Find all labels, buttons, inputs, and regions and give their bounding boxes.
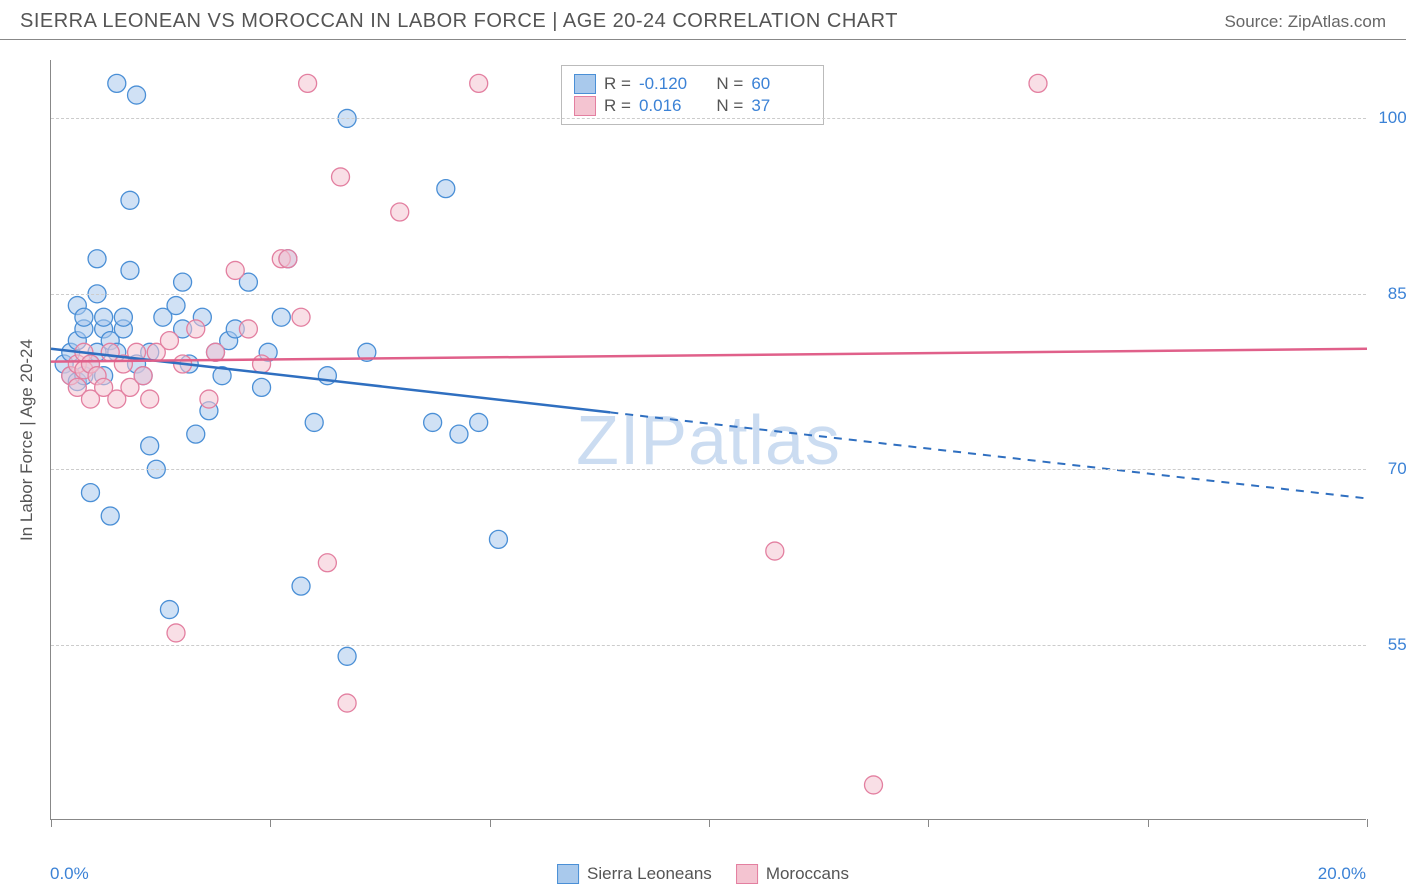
data-point xyxy=(95,308,113,326)
data-point xyxy=(134,367,152,385)
data-point xyxy=(424,413,442,431)
series-swatch xyxy=(574,74,596,94)
chart-title: SIERRA LEONEAN VS MOROCCAN IN LABOR FORC… xyxy=(20,10,898,33)
data-point xyxy=(75,308,93,326)
x-tick xyxy=(1367,819,1368,827)
chart-header: SIERRA LEONEAN VS MOROCCAN IN LABOR FORC… xyxy=(0,0,1406,40)
data-point xyxy=(141,390,159,408)
series-swatch xyxy=(574,96,596,116)
data-point xyxy=(299,74,317,92)
x-tick xyxy=(490,819,491,827)
x-tick-label-max: 20.0% xyxy=(1318,864,1366,884)
x-tick xyxy=(1148,819,1149,827)
y-axis-label: In Labor Force | Age 20-24 xyxy=(17,339,37,541)
data-point xyxy=(121,261,139,279)
x-tick xyxy=(51,819,52,827)
x-tick xyxy=(270,819,271,827)
data-point xyxy=(489,530,507,548)
data-point xyxy=(239,320,257,338)
data-point xyxy=(279,250,297,268)
stat-r-label: R = xyxy=(604,74,631,94)
data-point xyxy=(470,74,488,92)
stat-r-label: R = xyxy=(604,96,631,116)
data-point xyxy=(187,425,205,443)
data-point xyxy=(88,250,106,268)
gridline-h xyxy=(51,294,1366,295)
stat-n-value: 60 xyxy=(751,74,811,94)
gridline-h xyxy=(51,469,1366,470)
data-point xyxy=(187,320,205,338)
legend-item: Sierra Leoneans xyxy=(557,864,712,884)
data-point xyxy=(114,308,132,326)
data-point xyxy=(318,554,336,572)
data-point xyxy=(81,484,99,502)
data-point xyxy=(470,413,488,431)
data-point xyxy=(1029,74,1047,92)
data-point xyxy=(101,507,119,525)
x-tick xyxy=(928,819,929,827)
data-point xyxy=(332,168,350,186)
stat-r-value: -0.120 xyxy=(639,74,699,94)
gridline-h xyxy=(51,118,1366,119)
legend-item: Moroccans xyxy=(736,864,849,884)
data-point xyxy=(253,378,271,396)
correlation-stats-box: R = -0.120 N = 60R = 0.016 N = 37 xyxy=(561,65,824,125)
legend-label: Moroccans xyxy=(766,864,849,884)
data-point xyxy=(141,437,159,455)
stat-n-label: N = xyxy=(707,74,743,94)
chart-plot-area: In Labor Force | Age 20-24 ZIPatlas R = … xyxy=(50,60,1366,820)
data-point xyxy=(437,180,455,198)
data-point xyxy=(253,355,271,373)
y-tick-label: 70.0% xyxy=(1376,459,1406,479)
data-point xyxy=(200,390,218,408)
scatter-svg xyxy=(51,60,1366,819)
data-point xyxy=(226,261,244,279)
data-point xyxy=(338,647,356,665)
data-point xyxy=(128,86,146,104)
source-attribution: Source: ZipAtlas.com xyxy=(1224,12,1386,32)
y-tick-label: 85.0% xyxy=(1376,284,1406,304)
x-tick-label-min: 0.0% xyxy=(50,864,89,884)
trend-line-solid xyxy=(51,349,1367,362)
data-point xyxy=(305,413,323,431)
data-point xyxy=(160,601,178,619)
legend-swatch xyxy=(557,864,579,884)
data-point xyxy=(766,542,784,560)
data-point xyxy=(167,297,185,315)
data-point xyxy=(292,308,310,326)
data-point xyxy=(391,203,409,221)
y-tick-label: 55.0% xyxy=(1376,635,1406,655)
data-point xyxy=(160,332,178,350)
stats-row: R = -0.120 N = 60 xyxy=(574,74,811,94)
data-point xyxy=(108,74,126,92)
x-tick xyxy=(709,819,710,827)
data-point xyxy=(121,191,139,209)
data-point xyxy=(207,343,225,361)
data-point xyxy=(167,624,185,642)
data-point xyxy=(174,273,192,291)
data-point xyxy=(292,577,310,595)
legend-label: Sierra Leoneans xyxy=(587,864,712,884)
gridline-h xyxy=(51,645,1366,646)
legend-swatch xyxy=(736,864,758,884)
stat-r-value: 0.016 xyxy=(639,96,699,116)
stats-row: R = 0.016 N = 37 xyxy=(574,96,811,116)
data-point xyxy=(865,776,883,794)
legend: Sierra Leoneans Moroccans xyxy=(557,864,849,884)
trend-line-dashed xyxy=(610,412,1367,498)
stat-n-label: N = xyxy=(707,96,743,116)
data-point xyxy=(272,308,290,326)
y-tick-label: 100.0% xyxy=(1376,108,1406,128)
stat-n-value: 37 xyxy=(751,96,811,116)
data-point xyxy=(450,425,468,443)
data-point xyxy=(338,694,356,712)
